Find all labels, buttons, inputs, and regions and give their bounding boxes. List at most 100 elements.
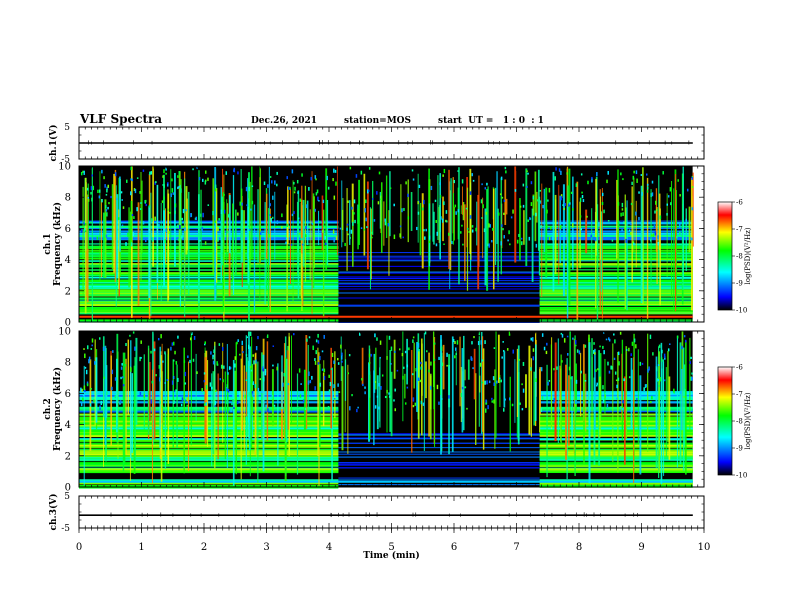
noise-speck xyxy=(378,382,381,387)
noise-speck xyxy=(251,185,254,188)
noise-speck xyxy=(163,169,165,174)
noise-speck xyxy=(633,338,636,343)
sferic-streak xyxy=(624,194,626,310)
noise-speck xyxy=(234,363,236,368)
noise-speck xyxy=(241,340,244,346)
noise-speck xyxy=(428,235,431,240)
sferic-streak xyxy=(160,202,162,302)
noise-speck xyxy=(541,395,544,400)
quiet-line xyxy=(338,252,540,254)
noise-speck xyxy=(658,344,661,348)
noise-speck xyxy=(89,221,92,224)
noise-speck xyxy=(283,372,285,377)
noise-speck xyxy=(371,236,373,239)
noise-speck xyxy=(374,405,377,409)
noise-speck xyxy=(475,227,477,232)
sferic-streak xyxy=(82,186,84,297)
noise-speck xyxy=(553,368,555,371)
y-tick-label: 5 xyxy=(64,123,70,133)
quiet-line xyxy=(338,271,540,273)
noise-speck xyxy=(181,235,183,239)
noise-speck xyxy=(506,348,509,351)
noise-speck xyxy=(368,362,371,364)
noise-speck xyxy=(262,368,264,372)
noise-speck xyxy=(314,386,316,391)
noise-speck xyxy=(530,202,533,207)
noise-speck xyxy=(480,199,483,204)
sferic-streak xyxy=(224,371,226,460)
spectral-line xyxy=(539,438,693,441)
noise-speck xyxy=(599,407,602,413)
sferic-streak xyxy=(537,169,540,251)
noise-speck xyxy=(238,391,241,395)
sferic-streak xyxy=(429,373,432,440)
sferic-streak xyxy=(528,345,531,435)
sferic-streak xyxy=(580,352,582,417)
noise-speck xyxy=(121,363,123,366)
quiet-line xyxy=(338,265,540,267)
noise-speck xyxy=(543,346,546,351)
noise-speck xyxy=(636,178,638,183)
sferic-streak xyxy=(289,188,291,284)
noise-speck xyxy=(249,365,252,368)
noise-speck xyxy=(204,343,206,346)
spectral-line xyxy=(539,392,693,395)
spectral-line xyxy=(539,458,693,461)
noise-speck xyxy=(139,191,141,194)
sferic-streak xyxy=(358,179,360,245)
noise-speck xyxy=(630,223,632,226)
noise-speck xyxy=(352,221,354,226)
noise-speck xyxy=(472,179,475,182)
noise-speck xyxy=(561,333,564,338)
noise-speck xyxy=(272,195,274,200)
noise-speck xyxy=(324,236,326,240)
quiet-line xyxy=(338,451,540,453)
spectral-line xyxy=(539,293,693,295)
noise-speck xyxy=(689,361,692,364)
noise-speck xyxy=(82,397,84,402)
sferic-streak xyxy=(147,345,150,435)
noise-speck xyxy=(670,202,672,206)
noise-speck xyxy=(466,227,469,230)
noise-speck xyxy=(174,210,176,215)
sferic-streak xyxy=(167,193,170,300)
noise-speck xyxy=(445,219,447,223)
noise-speck xyxy=(246,204,248,207)
noise-speck xyxy=(335,181,337,186)
noise-speck xyxy=(548,379,551,382)
sferic-streak xyxy=(226,372,229,414)
sferic-streak xyxy=(516,348,519,417)
noise-speck xyxy=(484,340,486,345)
noise-speck xyxy=(114,395,117,399)
sferic-streak xyxy=(621,353,623,421)
noise-speck xyxy=(323,334,325,339)
sferic-streak xyxy=(413,342,415,389)
noise-speck xyxy=(368,353,371,358)
quiet-line xyxy=(338,292,540,294)
noise-speck xyxy=(690,356,692,360)
noise-speck xyxy=(617,377,620,381)
colorbar-tick-label: -7 xyxy=(736,226,743,234)
noise-speck xyxy=(667,195,670,198)
noise-speck xyxy=(88,356,91,361)
noise-speck xyxy=(186,404,188,407)
noise-speck xyxy=(347,233,349,236)
noise-speck xyxy=(605,338,608,341)
noise-speck xyxy=(290,243,293,246)
noise-speck xyxy=(676,335,679,339)
noise-speck xyxy=(663,379,666,382)
quiet-line xyxy=(338,484,540,486)
sferic-streak xyxy=(341,366,344,451)
noise-speck xyxy=(322,199,325,204)
noise-speck xyxy=(667,348,670,352)
noise-speck xyxy=(673,388,675,393)
noise-speck xyxy=(364,386,366,389)
noise-speck xyxy=(417,211,420,215)
noise-speck xyxy=(307,380,310,385)
noise-speck xyxy=(581,191,583,194)
sferic-streak xyxy=(432,331,435,388)
noise-speck xyxy=(322,230,324,233)
noise-speck xyxy=(632,175,635,180)
y-tick-label: 10 xyxy=(58,162,71,173)
noise-speck xyxy=(152,237,154,242)
